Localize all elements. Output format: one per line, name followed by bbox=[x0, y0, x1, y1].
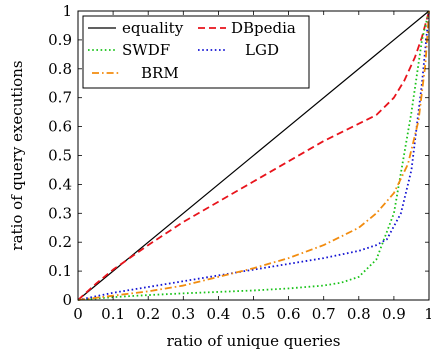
y-tick-label: 0 bbox=[62, 291, 72, 309]
series-line-dbpedia bbox=[77, 10, 430, 301]
legend-label-equality: equality bbox=[122, 19, 184, 37]
x-tick-label: 0.1 bbox=[101, 305, 125, 323]
legend-label-lgd: LGD bbox=[245, 41, 279, 59]
x-tick-label: 0 bbox=[73, 305, 83, 323]
x-tick-label: 0.2 bbox=[136, 305, 160, 323]
x-tick-label: 1 bbox=[424, 305, 431, 323]
y-tick-label: 0.1 bbox=[48, 262, 72, 280]
y-tick-label: 0.3 bbox=[48, 204, 72, 222]
legend-label-brm: BRM bbox=[141, 64, 179, 82]
series-line-swdf bbox=[77, 10, 430, 301]
x-tick-label: 0.3 bbox=[171, 305, 195, 323]
x-tick-label: 0.4 bbox=[206, 305, 230, 323]
y-tick-label: 0.8 bbox=[48, 60, 72, 78]
x-tick-label: 0.7 bbox=[312, 305, 336, 323]
x-tick-label: 0.9 bbox=[382, 305, 406, 323]
y-tick-label: 0.7 bbox=[48, 89, 72, 107]
series-line-equality bbox=[77, 10, 430, 301]
series-line-lgd bbox=[77, 10, 430, 301]
tick-labels: 0 0.1 0.2 0.3 0.4 0.5 0.6 0.7 0.8 0.9 1 0 0.1 0.2 0.3 0… bbox=[48, 2, 431, 323]
y-axis-label: ratio of query executions bbox=[8, 60, 26, 250]
y-tick-label: 0.5 bbox=[48, 147, 72, 165]
legend: equality DBpedia SWDF LGD BRM bbox=[82, 15, 310, 89]
y-tick-label: 1 bbox=[62, 2, 72, 20]
x-axis-label: ratio of unique queries bbox=[167, 332, 341, 350]
x-tick-label: 0.6 bbox=[277, 305, 301, 323]
y-tick-label: 0.9 bbox=[48, 31, 72, 49]
legend-box bbox=[82, 15, 310, 89]
y-tick-label: 0.2 bbox=[48, 233, 72, 251]
y-tick-label: 0.6 bbox=[48, 118, 72, 136]
plot-lines bbox=[77, 10, 430, 301]
legend-label-swdf: SWDF bbox=[122, 41, 170, 59]
y-tick-label: 0.4 bbox=[48, 175, 72, 193]
x-tick-label: 0.8 bbox=[347, 305, 371, 323]
x-tick-label: 0.5 bbox=[242, 305, 266, 323]
legend-label-dbpedia: DBpedia bbox=[231, 19, 296, 37]
series-line-brm bbox=[77, 10, 430, 301]
axis-ticks bbox=[77, 10, 430, 301]
